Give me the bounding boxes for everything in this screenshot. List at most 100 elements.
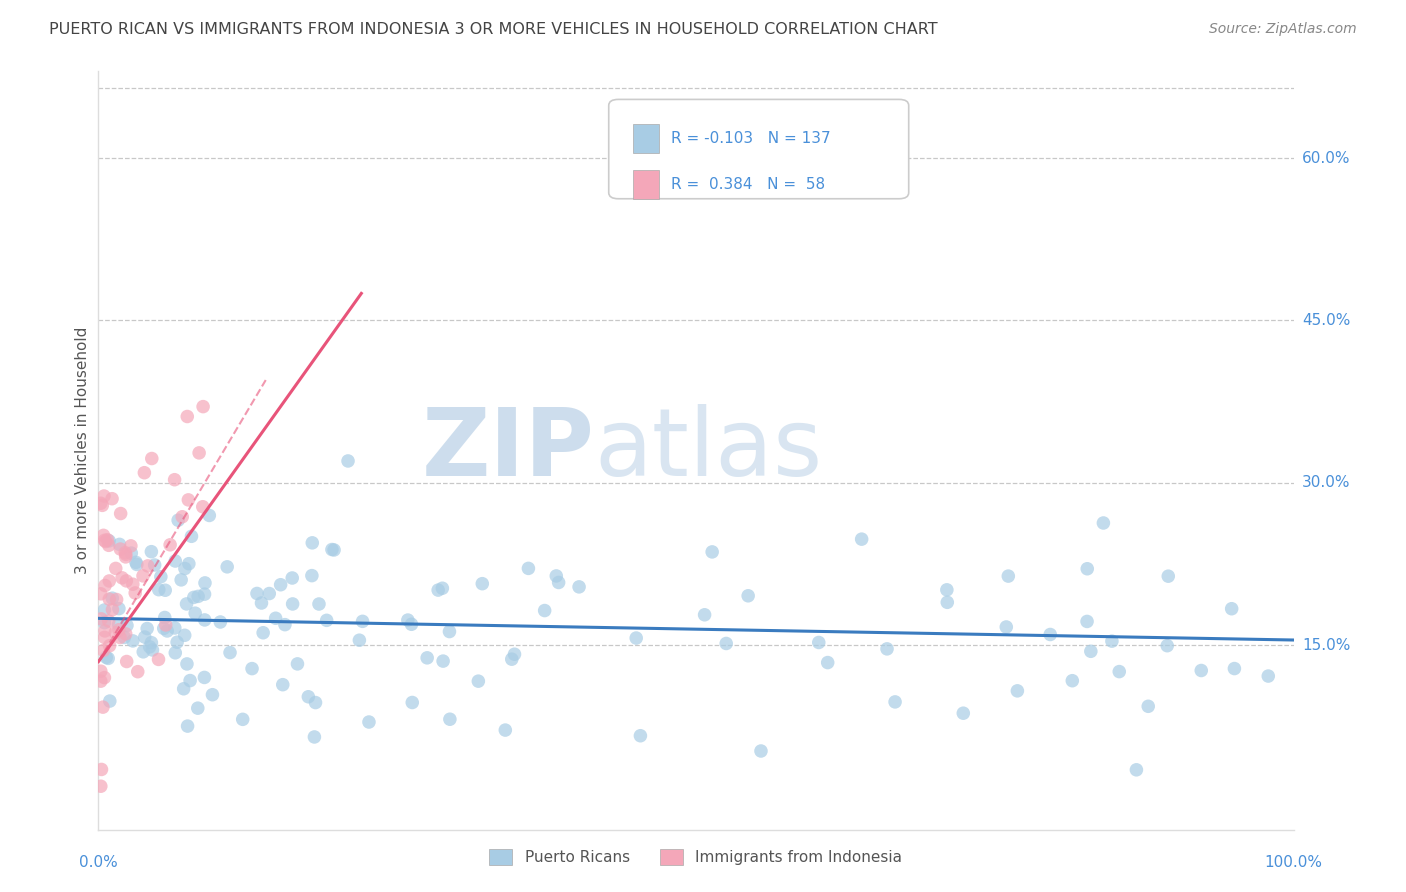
Point [141,635,163,649]
Point [179,673,201,688]
Point [191,400,214,414]
Point [127,665,149,679]
Point [876,641,898,656]
Point [98,533,121,548]
Point [517,561,540,575]
Point [1062,673,1084,688]
Point [90,587,112,601]
Point [121,577,143,591]
Point [503,647,526,661]
Point [533,603,555,617]
Point [315,613,337,627]
Point [141,544,163,558]
Point [163,621,186,635]
Point [121,634,143,648]
Point [357,714,380,729]
Point [1125,763,1147,777]
Point [93,489,115,503]
Point [101,591,124,606]
Point [177,557,200,571]
Point [125,558,148,572]
Point [702,545,724,559]
Point [163,473,186,487]
Point [995,620,1018,634]
Point [396,613,419,627]
Point [270,578,292,592]
Point [105,592,128,607]
Point [93,603,115,617]
Point [143,558,166,572]
Point [132,645,155,659]
Point [141,451,163,466]
Point [97,538,120,552]
Point [193,587,215,601]
Point [1257,669,1279,683]
Point [297,690,319,704]
Point [115,548,138,562]
Point [115,618,138,632]
Point [198,508,221,523]
Point [93,528,115,542]
Point [98,592,121,607]
Point [187,701,209,715]
FancyBboxPatch shape [609,99,908,199]
Text: 0.0%: 0.0% [79,855,118,870]
Point [134,466,156,480]
Point [134,630,156,644]
Point [108,623,131,637]
Point [165,646,187,660]
Point [817,656,839,670]
Point [352,615,374,629]
Point [259,586,281,600]
Point [148,652,170,666]
Text: R = -0.103   N = 137: R = -0.103 N = 137 [671,131,831,146]
Point [693,607,716,622]
Point [1080,644,1102,658]
Point [93,671,115,685]
Point [177,492,200,507]
Point [173,681,195,696]
Point [155,618,177,632]
Text: atlas: atlas [595,404,823,497]
Point [93,615,115,630]
Point [114,546,136,560]
Point [432,654,454,668]
Point [1223,662,1246,676]
Point [471,576,494,591]
Point [98,574,121,588]
Point [112,631,135,645]
Text: 15.0%: 15.0% [1302,638,1350,653]
Point [90,496,112,510]
Text: PUERTO RICAN VS IMMIGRANTS FROM INDONESIA 3 OR MORE VEHICLES IN HOUSEHOLD CORREL: PUERTO RICAN VS IMMIGRANTS FROM INDONESI… [49,22,938,37]
Point [194,575,217,590]
Point [108,537,131,551]
Point [1156,639,1178,653]
Point [180,529,202,543]
Point [153,610,176,624]
Text: Source: ZipAtlas.com: Source: ZipAtlas.com [1209,22,1357,37]
Point [568,580,591,594]
Point [114,549,136,564]
Point [173,628,195,642]
Point [110,542,132,557]
Point [93,643,115,657]
Point [264,611,287,625]
Point [884,695,907,709]
Point [94,578,117,592]
Point [321,542,343,557]
Point [201,688,224,702]
Point [174,561,197,575]
Point [1101,634,1123,648]
Point [716,636,738,650]
Point [111,571,134,585]
Point [1137,699,1160,714]
Point [183,591,205,605]
Point [141,643,163,657]
Point [91,499,114,513]
Point [287,657,309,671]
Point [101,491,124,506]
Point [148,582,170,597]
Point [301,568,323,582]
Point [240,662,263,676]
Point [217,559,239,574]
